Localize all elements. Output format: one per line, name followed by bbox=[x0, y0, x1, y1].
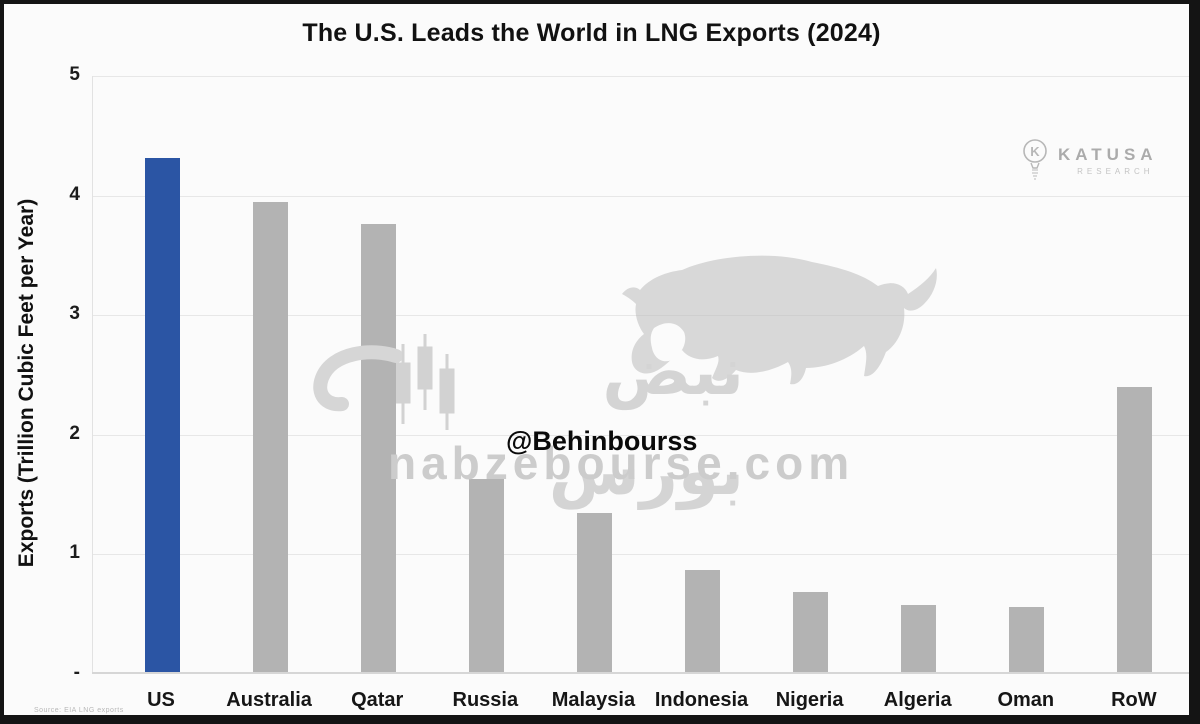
logo-swoosh-icon bbox=[313, 345, 402, 412]
x-axis-label-russia: Russia bbox=[452, 689, 519, 711]
x-axis-line bbox=[92, 672, 1189, 674]
watermark-handle: @Behinbourss bbox=[506, 426, 698, 456]
x-axis-label-row: RoW bbox=[1111, 689, 1157, 711]
gridline-y5 bbox=[93, 76, 1189, 77]
lightbulb-k-icon: K bbox=[1023, 139, 1047, 180]
plot-area bbox=[92, 76, 1189, 674]
katusa-name: KATUSA bbox=[1058, 144, 1158, 164]
candlestick-chart-icon bbox=[396, 334, 455, 430]
gridline-y1 bbox=[93, 554, 1189, 556]
arabic-logo-text: نبض بورس bbox=[548, 333, 744, 510]
bar-us bbox=[144, 157, 180, 672]
y-tick-4: 4 bbox=[69, 183, 80, 205]
bar-indonesia bbox=[685, 570, 720, 672]
bar-algeria bbox=[901, 605, 937, 672]
svg-text:K: K bbox=[1030, 144, 1040, 159]
bar-australia bbox=[252, 201, 288, 672]
watermark-url: nabzebourse.com bbox=[388, 437, 855, 489]
x-axis-label-oman: Oman bbox=[997, 689, 1055, 711]
x-axis-label-qatar: Qatar bbox=[351, 689, 404, 711]
y-tick-0: - bbox=[73, 662, 80, 683]
y-tick-1: 1 bbox=[69, 542, 80, 564]
bar-nigeria bbox=[793, 591, 829, 672]
katusa-text-block: KATUSA RESEARCH bbox=[1058, 145, 1158, 176]
bar-oman bbox=[1009, 607, 1045, 672]
bar-russia bbox=[468, 479, 504, 672]
katusa-subtitle: RESEARCH bbox=[1077, 166, 1154, 176]
x-axis-label-australia: Australia bbox=[226, 689, 312, 711]
chart-title: The U.S. Leads the World in LNG Exports … bbox=[302, 19, 881, 47]
bar-qatar bbox=[360, 223, 396, 672]
source-note: Source: EIA LNG exports bbox=[34, 707, 124, 714]
x-axis-label-algeria: Algeria bbox=[883, 689, 952, 711]
gridline-y4 bbox=[93, 195, 1189, 197]
y-axis-label: Exports (Trillion Cubic Feet per Year) bbox=[15, 198, 38, 568]
katusa-research-logo: K KATUSA RESEARCH bbox=[1018, 136, 1183, 184]
x-axis-label-indonesia: Indonesia bbox=[654, 689, 749, 711]
x-axis-label-us: US bbox=[147, 689, 175, 711]
y-tick-5: 5 bbox=[69, 64, 80, 85]
y-tick-3: 3 bbox=[69, 303, 80, 325]
x-axis-label-nigeria: Nigeria bbox=[775, 689, 844, 711]
bar-row bbox=[1117, 387, 1153, 672]
bar-malaysia bbox=[576, 512, 612, 672]
bull-silhouette-icon bbox=[622, 255, 937, 385]
gridline-y2 bbox=[93, 434, 1189, 436]
y-tick-2: 2 bbox=[69, 422, 80, 444]
x-axis-label-malaysia: Malaysia bbox=[551, 689, 636, 711]
